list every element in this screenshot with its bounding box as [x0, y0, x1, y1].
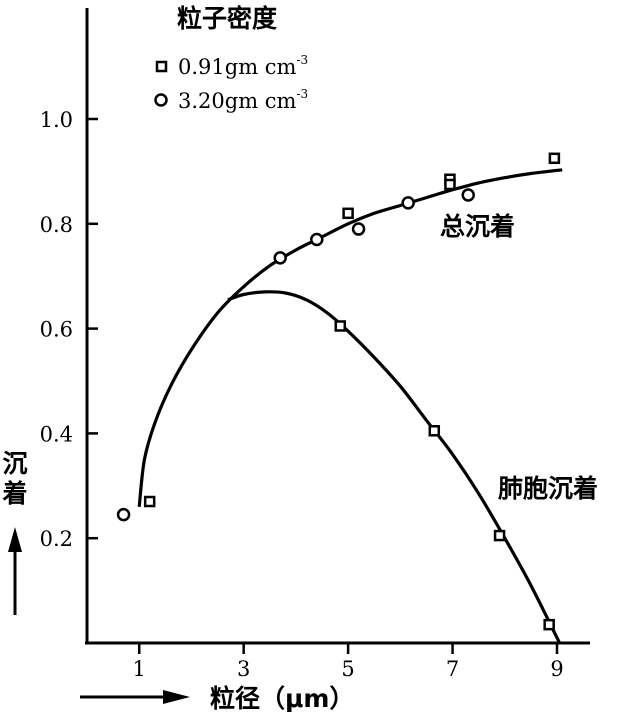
- series-label-total: 总沉着: [440, 212, 515, 241]
- x-tick-label: 1: [133, 657, 146, 681]
- x-axis-title: 粒径（μm）: [80, 684, 354, 713]
- y-tick-label: 0.6: [40, 318, 73, 342]
- legend: 粒子密度 0.91gm cm-3 3.20gm cm-3: [154, 4, 308, 113]
- series-label-alveolar: 肺胞沉着: [498, 474, 598, 503]
- alveolar-square-point: [334, 320, 347, 332]
- alveolar-square-point: [493, 529, 506, 542]
- total-square-point: [444, 178, 456, 191]
- y-tick-label: 1.0: [40, 108, 73, 132]
- total-circle-point: [351, 222, 366, 236]
- legend-marker-square: [155, 60, 168, 73]
- x-axis-label: 粒径（μm）: [210, 684, 354, 713]
- legend-title: 粒子密度: [177, 4, 277, 33]
- total-square-point: [342, 207, 354, 220]
- total-square-point: [548, 152, 561, 165]
- y-axis-label: 沉着: [1, 449, 27, 508]
- legend-marker-circle: [154, 93, 168, 107]
- x-tick-label: 7: [446, 657, 459, 681]
- total-circle-point: [116, 507, 131, 522]
- x-tick-label: 5: [341, 657, 354, 681]
- y-axis-title: 沉着: [1, 449, 28, 615]
- y-tick-label: 0.2: [40, 527, 73, 551]
- x-tick-label: 9: [550, 657, 563, 681]
- y-tick-label: 0.4: [40, 422, 73, 446]
- alveolar-square-point: [428, 425, 441, 437]
- legend-label-circle: 3.20gm cm-3: [178, 87, 308, 113]
- x-axis-arrow-head: [163, 690, 190, 704]
- alveolar-deposition-curve: [227, 290, 562, 644]
- total-circle-point: [273, 251, 287, 265]
- y-axis-arrow-head: [8, 527, 22, 552]
- total-circle-point: [310, 232, 324, 247]
- total-circle-point: [401, 196, 415, 210]
- total-square-point: [143, 495, 156, 508]
- legend-label-square: 0.91gm cm-3: [178, 53, 308, 79]
- alveolar-square-point: [543, 618, 555, 631]
- total-circle-point: [461, 188, 475, 202]
- y-tick-label: 0.8: [40, 213, 73, 237]
- x-tick-label: 3: [237, 657, 250, 681]
